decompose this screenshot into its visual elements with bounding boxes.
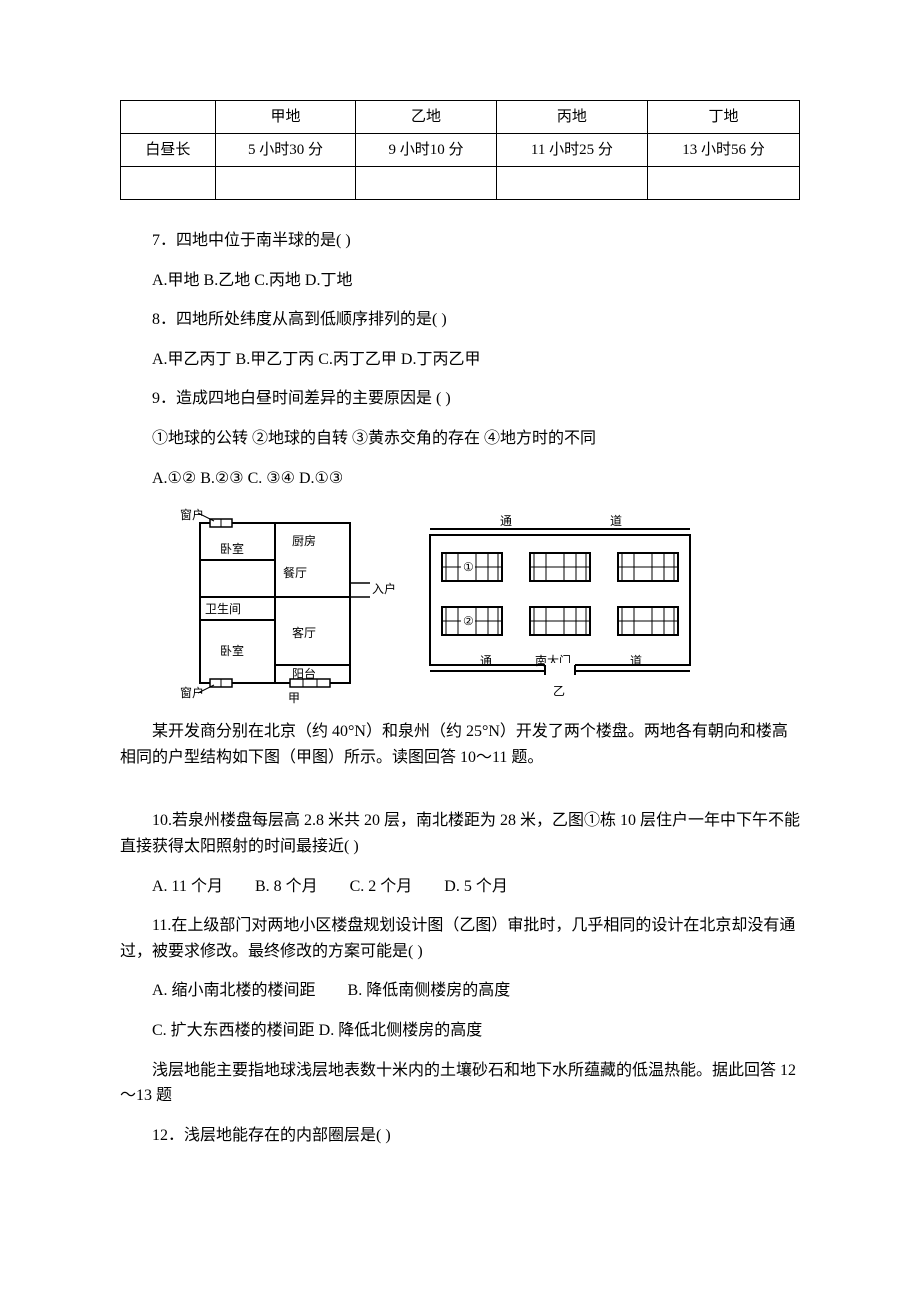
label-bathroom: 卫生间 <box>205 602 241 616</box>
th-blank <box>121 101 216 134</box>
label-living: 客厅 <box>292 625 316 640</box>
q8-opts: A.甲乙丙丁 B.甲乙丁丙 C.丙丁乙甲 D.丁丙乙甲 <box>120 347 800 373</box>
site-plan-yi: 通 道 通 道 南大门 <box>430 514 690 698</box>
label-kitchen: 厨房 <box>292 533 316 548</box>
q9-opts: A.①② B.②③ C. ③④ D.①③ <box>120 466 800 492</box>
table-empty-row <box>121 167 800 200</box>
label-dao-top: 道 <box>610 514 622 528</box>
q9-sub: ①地球的公转 ②地球的自转 ③黄赤交角的存在 ④地方时的不同 <box>120 426 800 452</box>
label-two: ② <box>463 614 474 628</box>
context-2: 浅层地能主要指地球浅层地表数十米内的土壤砂石和地下水所蕴藏的低温热能。据此回答 … <box>120 1058 800 1109</box>
daylight-table: 甲地 乙地 丙地 丁地 白昼长 5 小时30 分 9 小时10 分 11 小时2… <box>120 100 800 200</box>
row-label: 白昼长 <box>121 134 216 167</box>
empty-cell <box>215 167 356 200</box>
empty-cell <box>647 167 799 200</box>
empty-cell <box>121 167 216 200</box>
label-tong-top: 通 <box>500 514 512 528</box>
label-jia: 甲 <box>288 691 300 705</box>
cell-ding: 13 小时56 分 <box>647 134 799 167</box>
table-data-row: 白昼长 5 小时30 分 9 小时10 分 11 小时25 分 13 小时56 … <box>121 134 800 167</box>
q7-text: 7．四地中位于南半球的是( ) <box>120 228 800 254</box>
q7-opts: A.甲地 B.乙地 C.丙地 D.丁地 <box>120 268 800 294</box>
label-entry: 入户 <box>372 581 396 596</box>
empty-cell <box>496 167 647 200</box>
q10-opts: A. 11 个月 B. 8 个月 C. 2 个月 D. 5 个月 <box>120 874 800 900</box>
label-window-bl: 窗户 <box>180 685 204 700</box>
cell-yi: 9 小时10 分 <box>356 134 497 167</box>
cell-jia: 5 小时30 分 <box>215 134 356 167</box>
cell-bing: 11 小时25 分 <box>496 134 647 167</box>
floor-plan-svg: 窗户 厨房 卧室 餐厅 卫生间 卧室 客厅 阳台 入户 窗户 甲 通 道 通 <box>180 505 700 705</box>
q10-text: 10.若泉州楼盘每层高 2.8 米共 20 层，南北楼距为 28 米，乙图①栋 … <box>120 808 800 859</box>
q12-text: 12．浅层地能存在的内部圈层是( ) <box>120 1123 800 1149</box>
floor-plan-figure: 窗户 厨房 卧室 餐厅 卫生间 卧室 客厅 阳台 入户 窗户 甲 通 道 通 <box>180 505 800 705</box>
th-jia: 甲地 <box>215 101 356 134</box>
label-yi: 乙 <box>553 684 565 698</box>
th-yi: 乙地 <box>356 101 497 134</box>
q11-text: 11.在上级部门对两地小区楼盘规划设计图（乙图）审批时，几乎相同的设计在北京却没… <box>120 913 800 964</box>
context-1: 某开发商分别在北京（约 40°N）和泉州（约 25°N）开发了两个楼盘。两地各有… <box>120 719 800 770</box>
label-bedroom1: 卧室 <box>220 541 244 556</box>
th-bing: 丙地 <box>496 101 647 134</box>
label-dao-bot: 道 <box>630 654 642 668</box>
label-bedroom2: 卧室 <box>220 643 244 658</box>
empty-cell <box>356 167 497 200</box>
label-one: ① <box>463 560 474 574</box>
apartment-jia: 窗户 厨房 卧室 餐厅 卫生间 卧室 客厅 阳台 入户 窗户 甲 <box>180 507 396 705</box>
q11-opts2: C. 扩大东西楼的楼间距 D. 降低北侧楼房的高度 <box>120 1018 800 1044</box>
label-tong-bot: 通 <box>480 654 492 668</box>
label-balcony: 阳台 <box>292 666 316 681</box>
table-header-row: 甲地 乙地 丙地 丁地 <box>121 101 800 134</box>
q9-text: 9．造成四地白昼时间差异的主要原因是 ( ) <box>120 386 800 412</box>
label-dining: 餐厅 <box>283 565 307 580</box>
q11-opts1: A. 缩小南北楼的楼间距 B. 降低南侧楼房的高度 <box>120 978 800 1004</box>
th-ding: 丁地 <box>647 101 799 134</box>
q8-text: 8．四地所处纬度从高到低顺序排列的是( ) <box>120 307 800 333</box>
